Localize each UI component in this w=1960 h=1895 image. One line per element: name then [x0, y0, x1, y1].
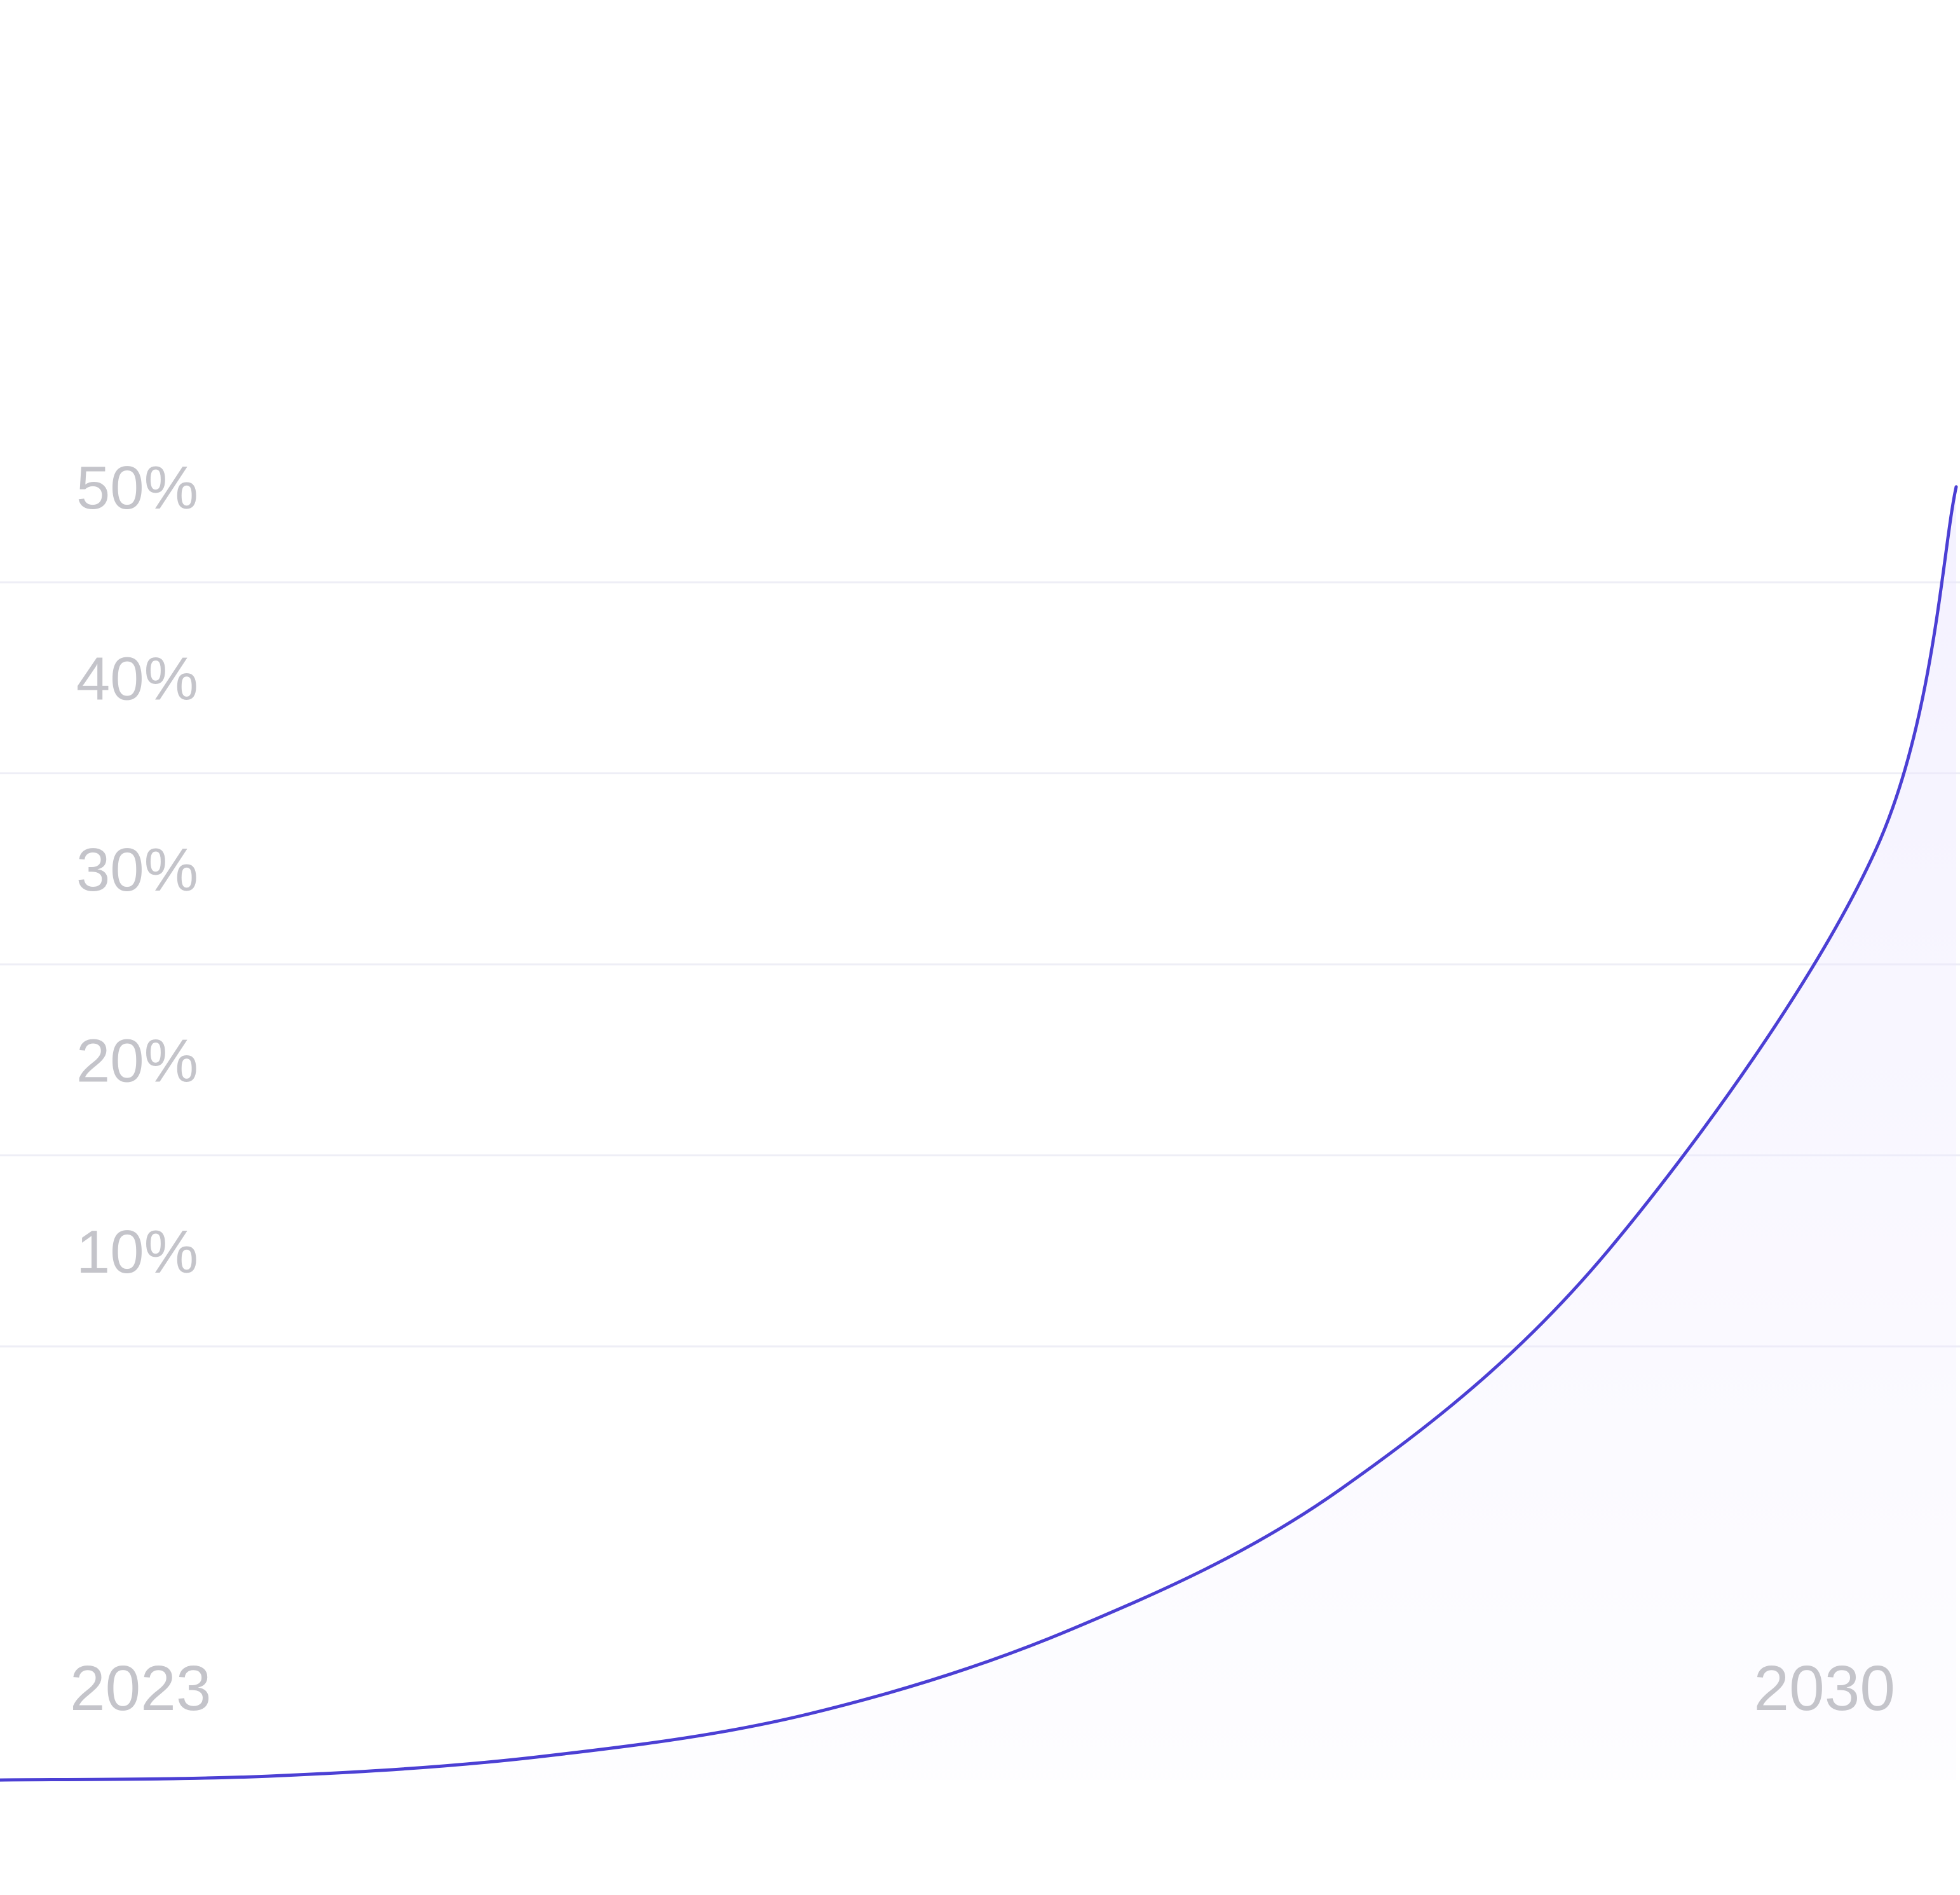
y-tick-label-3: 40%	[76, 645, 198, 713]
x-axis-tick-labels: 2023 2030	[70, 1653, 1895, 1724]
y-tick-label-0: 10%	[76, 1218, 198, 1286]
x-tick-label-1: 2030	[1754, 1653, 1895, 1724]
y-axis-tick-labels: 10% 20% 30% 40% 50%	[76, 454, 198, 1286]
y-tick-label-4: 50%	[76, 454, 198, 522]
series-area	[0, 486, 1956, 1781]
series-line-layer	[0, 485, 1958, 1782]
series-line	[0, 485, 1958, 1782]
y-tick-label-1: 20%	[76, 1027, 198, 1095]
area-fill-layer	[0, 486, 1956, 1781]
x-tick-label-0: 2023	[70, 1653, 211, 1724]
y-tick-label-2: 30%	[76, 836, 198, 904]
